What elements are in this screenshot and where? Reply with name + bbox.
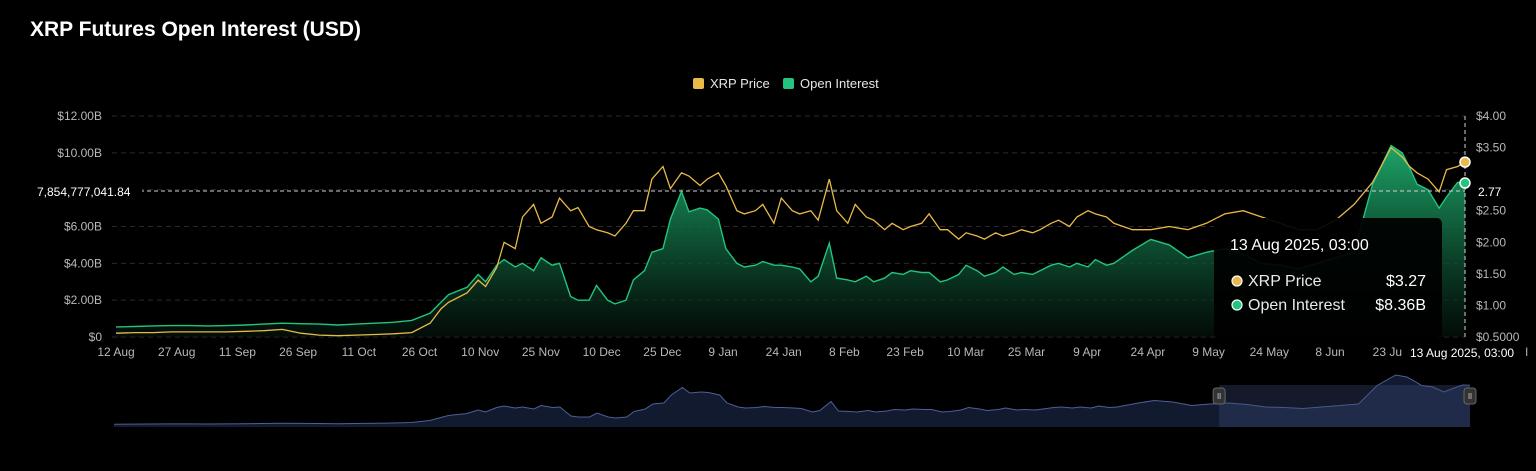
legend-item-price[interactable]: XRP Price bbox=[693, 76, 770, 91]
legend-label-open-interest: Open Interest bbox=[800, 76, 879, 91]
tooltip-oi-label: Open Interest bbox=[1248, 297, 1346, 314]
crosshair-right-label-bg bbox=[1470, 182, 1510, 200]
navigator-handle-left[interactable] bbox=[1212, 387, 1226, 405]
x-tick-label: 23 Jun bbox=[1373, 345, 1409, 359]
navigator-line bbox=[113, 374, 1471, 425]
navigator-area bbox=[114, 375, 1470, 427]
y-right-tick-label: $2.50 bbox=[1476, 204, 1506, 218]
open-interest-line bbox=[115, 144, 1466, 328]
tooltip-oi-value: $8.36B bbox=[1375, 297, 1426, 314]
y-left-tick-label: $12.00B bbox=[57, 109, 102, 123]
y-left-tick-label: $4.00B bbox=[64, 256, 102, 270]
x-tick-label: 11 Sep bbox=[219, 345, 256, 359]
y-right-tick-label: $2.00 bbox=[1476, 235, 1506, 249]
tooltip-price-value: $3.27 bbox=[1386, 273, 1426, 290]
legend-label-price: XRP Price bbox=[710, 76, 770, 91]
chart-title: XRP Futures Open Interest (USD) bbox=[30, 18, 361, 41]
tooltip: 13 Aug 2025, 03:00 XRP Price $3.27 Open … bbox=[1214, 218, 1442, 338]
x-tick-label: 9 Jan bbox=[708, 345, 737, 359]
x-tick-label: 10 Nov bbox=[461, 345, 499, 359]
x-tick-label: 12 Aug bbox=[97, 345, 134, 359]
tooltip-price-dot bbox=[1231, 275, 1243, 287]
navigator-handle-right[interactable] bbox=[1463, 387, 1477, 405]
legend-swatch-price bbox=[693, 78, 704, 89]
tooltip-box bbox=[1214, 218, 1442, 338]
crosshair-right-label: 2.77 bbox=[1478, 185, 1502, 199]
navigator-selection[interactable] bbox=[1219, 385, 1470, 427]
y-right-tick-label: $4.00 bbox=[1476, 109, 1506, 123]
y-left-tick-label: $10.00B bbox=[57, 146, 102, 160]
x-tick-label: 11 Oct bbox=[342, 345, 377, 359]
tooltip-title: 13 Aug 2025, 03:00 bbox=[1230, 237, 1369, 254]
x-tick-label: 10 Dec bbox=[583, 345, 621, 359]
y-left-tick-label: $2.00B bbox=[64, 293, 102, 307]
crosshair-x-label: 13 Aug 2025, 03:00 bbox=[1410, 346, 1514, 360]
y-axis-right: $0.5000 $1.00 $1.50 $2.00 $2.50 $3.50 $4.00 bbox=[1476, 109, 1520, 344]
y-right-tick-label: $3.50 bbox=[1476, 141, 1506, 155]
x-tick-label: 24 Apr bbox=[1131, 345, 1166, 359]
legend-swatch-open-interest bbox=[783, 78, 794, 89]
x-tick-label: 10 Mar bbox=[947, 345, 984, 359]
y-axis-left: $0 $2.00B $4.00B $6.00B $10.00B $12.00B bbox=[57, 109, 102, 344]
x-axis: 12 Aug 27 Aug 11 Sep 26 Sep 11 Oct 26 Oct 10 N… bbox=[97, 345, 1528, 359]
x-tick-label: 24 May bbox=[1250, 345, 1289, 359]
y-right-tick-label: $1.50 bbox=[1476, 267, 1506, 281]
x-tick-label: 26 Sep bbox=[279, 345, 317, 359]
x-tick-label: 25 Dec bbox=[643, 345, 681, 359]
open-interest-area bbox=[116, 145, 1465, 337]
open-interest-hover-marker bbox=[1459, 177, 1471, 189]
x-tick-label: 24 Jan bbox=[766, 345, 802, 359]
x-tick-label: 23 Feb bbox=[886, 345, 924, 359]
x-tick-label: 25 Mar bbox=[1008, 345, 1045, 359]
x-tick-label: 9 May bbox=[1192, 345, 1225, 359]
tooltip-oi-dot bbox=[1231, 299, 1243, 311]
xrp-price-line bbox=[115, 146, 1466, 337]
navigator[interactable] bbox=[113, 374, 1477, 427]
tooltip-price-label: XRP Price bbox=[1248, 273, 1322, 290]
legend-item-open-interest[interactable]: Open Interest bbox=[783, 76, 879, 91]
x-tick-label: 25 Nov bbox=[522, 345, 560, 359]
x-tick-label: 9 Apr bbox=[1073, 345, 1101, 359]
crosshair-y-label: 7,854,777,041.84 bbox=[37, 185, 131, 199]
legend: XRP Price Open Interest bbox=[693, 76, 879, 91]
y-left-tick-label: $6.00B bbox=[64, 220, 102, 234]
y-left-tick-label: $0 bbox=[89, 330, 103, 344]
y-right-tick-label: $0.5000 bbox=[1476, 330, 1520, 344]
crosshair-x-label-bg bbox=[1402, 343, 1526, 363]
price-hover-marker bbox=[1459, 156, 1471, 168]
x-tick-label: 8 Feb bbox=[829, 345, 860, 359]
y-right-tick-label: $1.00 bbox=[1476, 298, 1506, 312]
x-tick-label: 8 Jun bbox=[1315, 345, 1344, 359]
x-tick-label: 27 Aug bbox=[158, 345, 195, 359]
x-tick-label: 26 Oct bbox=[402, 345, 438, 359]
crosshair-y-label-bg bbox=[30, 182, 142, 200]
